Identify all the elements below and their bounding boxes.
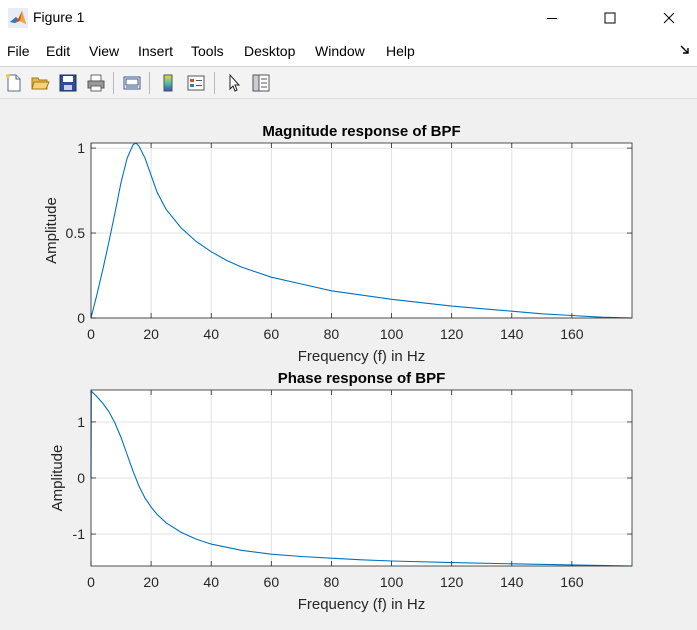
minimize-icon (547, 18, 557, 19)
menu-bar: File Edit View Insert Tools Desktop Wind… (0, 36, 697, 66)
pointer-icon (229, 73, 241, 92)
close-icon (663, 12, 675, 24)
magnitude-x-tick-label: 80 (324, 326, 340, 342)
phase-y-axis-label: Amplitude (49, 445, 66, 512)
print-button[interactable] (84, 71, 108, 95)
window-titlebar: Figure 1 (0, 0, 697, 36)
magnitude-x-tick-label: 40 (203, 326, 219, 342)
close-button[interactable] (646, 0, 692, 36)
menu-tools[interactable]: Tools (191, 43, 224, 59)
menu-edit[interactable]: Edit (46, 43, 71, 59)
save-icon (59, 74, 77, 92)
save-button[interactable] (56, 71, 80, 95)
window-title: Figure 1 (33, 9, 85, 25)
phase-y-tick-label: 1 (77, 414, 85, 430)
link-plot-icon (123, 76, 141, 90)
magnitude-x-tick-label: 120 (440, 326, 464, 342)
new-figure-icon (6, 74, 21, 92)
open-file-button[interactable] (28, 71, 52, 95)
phase-x-tick-label: 40 (203, 574, 219, 590)
phase-x-tick-label: 100 (380, 574, 404, 590)
phase-chart-title: Phase response of BPF (278, 370, 446, 387)
legend-button[interactable] (184, 71, 208, 95)
menu-file[interactable]: File (7, 43, 30, 59)
matlab-logo-icon (8, 8, 28, 28)
magnitude-y-axis-label: Amplitude (43, 197, 60, 264)
maximize-icon (604, 12, 616, 24)
phase-x-tick-label: 80 (324, 574, 340, 590)
figure-canvas[interactable]: 0 20 40 60 80 100 120 140 160 0 0.5 1 Magnitude resp… (0, 99, 697, 625)
phase-x-tick-label: 20 (143, 574, 159, 590)
new-figure-button[interactable] (2, 71, 26, 95)
phase-series-line (90, 389, 633, 567)
phase-x-tick-label: 60 (264, 574, 280, 590)
magnitude-y-tick-label: 0 (77, 310, 85, 326)
menu-view[interactable]: View (89, 43, 120, 59)
magnitude-chart-title: Magnitude response of BPF (262, 123, 460, 140)
toolbar-separator (214, 72, 215, 94)
maximize-button[interactable] (587, 0, 633, 36)
open-file-icon (31, 77, 50, 90)
minimize-button[interactable] (529, 0, 575, 36)
magnitude-axes-background (91, 143, 632, 318)
menu-desktop[interactable]: Desktop (244, 43, 296, 59)
menu-help[interactable]: Help (386, 43, 415, 59)
property-editor-button[interactable] (249, 71, 273, 95)
link-plot-button[interactable] (120, 71, 144, 95)
magnitude-y-tick-label: 0.5 (66, 225, 86, 241)
property-editor-icon (252, 74, 270, 92)
phase-y-tick-label: -1 (73, 526, 86, 542)
magnitude-x-tick-label: 160 (560, 326, 584, 342)
phase-x-tick-label: 0 (87, 574, 95, 590)
phase-x-tick-label: 140 (500, 574, 524, 590)
phase-x-axis-label: Frequency (f) in Hz (298, 596, 426, 613)
print-icon (87, 74, 105, 92)
magnitude-x-tick-label: 100 (380, 326, 404, 342)
toolbar (0, 67, 697, 99)
magnitude-x-tick-label: 140 (500, 326, 524, 342)
colorbar-button[interactable] (156, 71, 180, 95)
phase-x-tick-label: 120 (440, 574, 464, 590)
legend-icon (187, 75, 205, 91)
magnitude-axes-box (90, 142, 633, 319)
phase-y-tick-label: 0 (77, 470, 85, 486)
menu-window[interactable]: Window (315, 43, 365, 59)
phase-x-tick-label: 160 (560, 574, 584, 590)
magnitude-x-tick-label: 60 (264, 326, 280, 342)
dock-arrow-icon[interactable] (679, 44, 691, 56)
toolbar-separator (113, 72, 114, 94)
magnitude-x-tick-label: 20 (143, 326, 159, 342)
magnitude-x-tick-label: 0 (87, 326, 95, 342)
toolbar-separator (149, 72, 150, 94)
magnitude-series-line (90, 142, 633, 319)
pointer-button[interactable] (222, 71, 246, 95)
magnitude-y-tick-label: 1 (77, 140, 85, 156)
menu-insert[interactable]: Insert (138, 43, 174, 59)
colorbar-icon (163, 74, 173, 92)
magnitude-x-axis-label: Frequency (f) in Hz (298, 348, 426, 365)
menu-separator (0, 66, 697, 67)
